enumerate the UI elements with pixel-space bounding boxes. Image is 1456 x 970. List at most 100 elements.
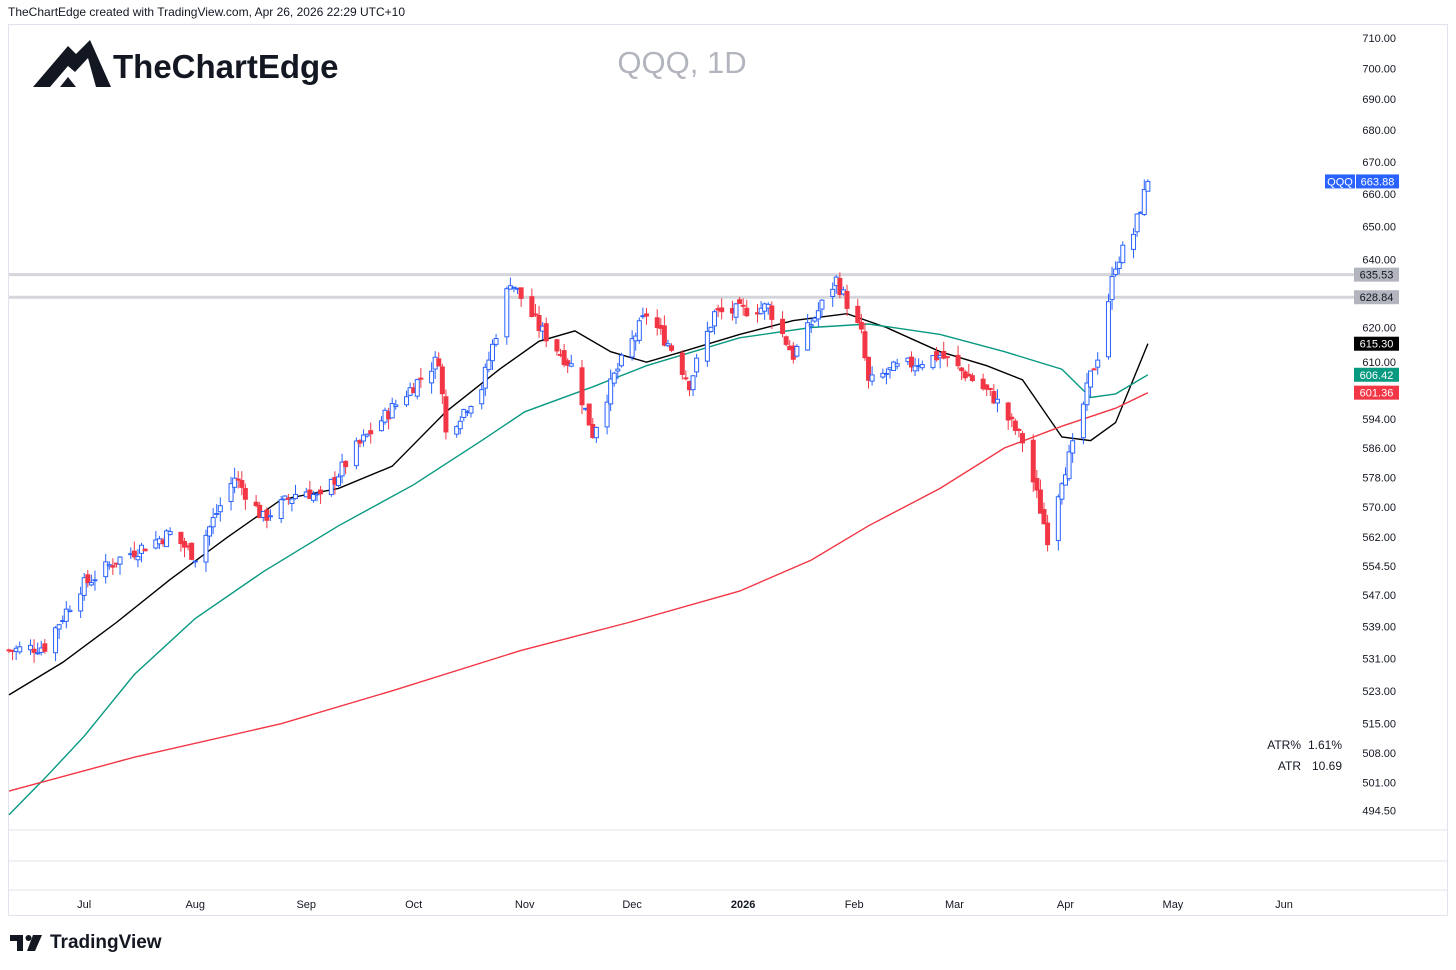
x-tick-label: Oct — [405, 899, 422, 911]
indicator-name: ATR% — [1267, 738, 1301, 752]
candle-up — [389, 403, 395, 419]
y-tick-label: 554.50 — [1362, 561, 1396, 573]
candle-up — [103, 561, 109, 578]
candle-down — [740, 304, 746, 307]
candle-up — [880, 372, 886, 378]
price-axis[interactable]: 710.00 700.00 690.00 680.00 670.00 660.00 650.… — [1362, 33, 1396, 817]
candle-down — [42, 643, 48, 652]
candle-down — [1016, 428, 1022, 431]
candle-up — [210, 517, 216, 528]
level-tag-text: 635.53 — [1360, 270, 1394, 282]
candle-up — [1066, 451, 1072, 480]
y-tick-label: 660.00 — [1362, 189, 1396, 201]
candle-down — [661, 325, 667, 346]
candle-up — [404, 396, 410, 406]
candle-up — [1105, 301, 1111, 358]
candle-up — [815, 310, 821, 320]
candle-down — [679, 352, 685, 375]
candle-up — [232, 477, 238, 488]
y-tick-label: 515.00 — [1362, 719, 1396, 731]
ma-value-tag-text: 615.30 — [1360, 339, 1394, 351]
candle-up — [393, 404, 399, 407]
candle-down — [518, 287, 524, 299]
candle-down — [855, 305, 861, 323]
x-tick-label: Apr — [1057, 899, 1074, 911]
candle-down — [1091, 368, 1097, 371]
candle-down — [529, 296, 535, 318]
candle-down — [368, 430, 374, 435]
candle-up — [608, 378, 614, 405]
candle-up — [1070, 440, 1076, 454]
candle-up — [919, 364, 925, 369]
candle-up — [912, 365, 918, 372]
candle-up — [1088, 370, 1094, 388]
candle-down — [131, 550, 137, 558]
candle-up — [808, 324, 814, 327]
candle-down — [719, 307, 725, 313]
candle-up — [629, 338, 635, 358]
candle-up — [461, 409, 467, 418]
grid — [9, 829, 1448, 891]
candle-up — [167, 531, 173, 535]
y-tick-label: 586.00 — [1362, 443, 1396, 455]
candle-down — [1041, 509, 1047, 525]
candle-up — [690, 375, 696, 391]
candle-up — [457, 420, 463, 430]
candle-down — [343, 460, 349, 468]
candle-up — [17, 646, 23, 653]
candle-down — [242, 488, 248, 500]
y-tick-label: 562.00 — [1362, 532, 1396, 544]
candle-up — [1109, 276, 1115, 301]
candle-down — [1009, 416, 1015, 420]
ma-value-tag-text: 601.36 — [1360, 388, 1394, 400]
candle-down — [643, 313, 649, 317]
candle-down — [418, 377, 424, 380]
candle-up — [117, 556, 123, 565]
candle-up — [733, 303, 739, 318]
candle-up — [479, 389, 485, 405]
candle-up — [214, 512, 220, 515]
y-tick-label: 578.00 — [1362, 472, 1396, 484]
candle-up — [1113, 268, 1119, 275]
candle-up — [361, 434, 367, 442]
candle-up — [429, 370, 435, 384]
y-tick-label: 690.00 — [1362, 94, 1396, 106]
candle-down — [239, 480, 245, 488]
candle-up — [228, 483, 234, 502]
price-chart[interactable]: 710.00 700.00 690.00 680.00 670.00 660.00 650.… — [0, 0, 1456, 920]
candle-down — [142, 548, 148, 552]
candle-up — [135, 556, 141, 561]
candle-down — [654, 317, 660, 329]
moving-averages — [8, 312, 1149, 816]
time-axis[interactable]: Jul Aug Sep Oct Nov Dec 2026 Feb Mar Apr May Jun — [77, 899, 1293, 911]
candle-down — [318, 489, 324, 495]
candle-up — [53, 627, 59, 654]
x-tick-label: Aug — [185, 899, 205, 911]
tradingview-logo[interactable]: TradingView — [10, 932, 162, 954]
candle-up — [335, 476, 341, 486]
candle-down — [1012, 420, 1018, 431]
candle-up — [289, 498, 295, 504]
candle-down — [178, 531, 184, 545]
candle-down — [780, 318, 786, 335]
candle-up — [830, 288, 836, 298]
candle-up — [217, 505, 223, 513]
candle-up — [1120, 244, 1126, 264]
candle-down — [955, 354, 961, 367]
horizontal-levels — [9, 273, 1354, 299]
candle-up — [482, 366, 488, 389]
x-tick-label: Sep — [296, 899, 316, 911]
candle-up — [1059, 483, 1065, 500]
moving-average-line — [8, 312, 1149, 696]
candle-down — [1034, 478, 1040, 491]
candle-up — [267, 515, 273, 518]
y-tick-label: 620.00 — [1362, 322, 1396, 334]
candle-up — [414, 379, 420, 397]
candle-down — [532, 313, 538, 316]
level-tag-text: 628.84 — [1360, 292, 1394, 304]
moving-average-line — [8, 392, 1149, 792]
candle-up — [1145, 180, 1151, 192]
candle-up — [568, 363, 574, 367]
y-tick-label: 710.00 — [1362, 33, 1396, 45]
candle-up — [328, 478, 334, 496]
